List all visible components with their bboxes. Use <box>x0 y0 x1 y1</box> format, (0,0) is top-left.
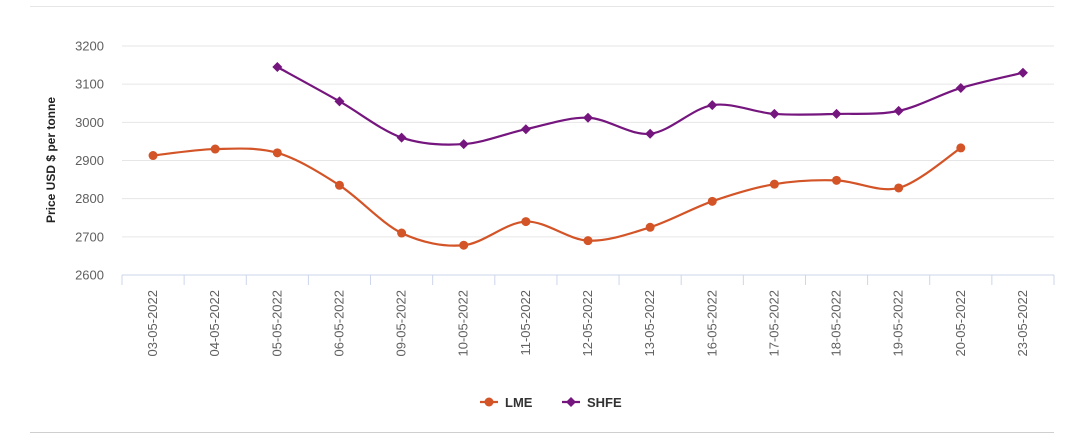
shfe-point <box>831 108 842 119</box>
x-tick-label: 12-05-2022 <box>580 290 595 357</box>
lme-point <box>894 183 904 193</box>
lme-point <box>397 228 407 238</box>
y-tick-label-2600: 2600 <box>75 268 104 283</box>
x-tick-label: 13-05-2022 <box>642 290 657 357</box>
x-tick-label: 16-05-2022 <box>704 290 719 357</box>
legend-marker-shfe <box>566 397 576 407</box>
legend-label-shfe: SHFE <box>587 395 622 410</box>
series-group <box>148 61 1028 250</box>
shfe-point <box>707 100 718 111</box>
shfe-point <box>583 112 593 123</box>
lme-point <box>334 180 344 190</box>
x-tick-label: 11-05-2022 <box>518 290 533 356</box>
lme-point <box>707 196 717 206</box>
lme-point <box>769 179 779 189</box>
shfe-point <box>893 105 904 116</box>
y-axis: 2600 2700 2800 2900 3000 3100 3200 <box>75 39 104 283</box>
x-tick-label: 17-05-2022 <box>766 290 781 357</box>
y-axis-title: Price USD $ per tonne <box>44 97 58 223</box>
lme-point <box>832 175 842 185</box>
x-tick-label: 23-05-2022 <box>1015 290 1030 357</box>
shfe-point <box>396 132 407 143</box>
shfe-point <box>458 139 469 150</box>
x-tick-label: 19-05-2022 <box>891 290 906 357</box>
bottom-border <box>30 432 1054 433</box>
top-border <box>30 6 1054 7</box>
shfe-point <box>645 128 656 139</box>
lme-point <box>521 217 531 227</box>
gridlines <box>122 45 1054 238</box>
y-tick-label-2900: 2900 <box>75 153 104 168</box>
x-tick-label: 06-05-2022 <box>331 290 346 357</box>
x-tick-label: 04-05-2022 <box>207 290 222 357</box>
shfe-point <box>520 124 531 135</box>
x-tick-label: 09-05-2022 <box>394 290 409 357</box>
lme-point <box>956 143 966 153</box>
lme-series-line <box>152 146 962 247</box>
x-tick-label: 05-05-2022 <box>269 290 284 357</box>
x-tick-label: 18-05-2022 <box>829 290 844 357</box>
shfe-point <box>272 61 283 72</box>
lme-point <box>645 222 655 232</box>
lme-point <box>210 144 220 154</box>
legend-label-lme: LME <box>505 395 533 410</box>
y-tick-label-3100: 3100 <box>75 77 104 92</box>
x-axis: 03-05-2022 04-05-2022 05-05-2022 06-05-2022… <box>121 274 1055 357</box>
legend[interactable]: LME SHFE <box>480 395 622 410</box>
lme-point <box>148 151 158 161</box>
shfe-point <box>769 108 780 119</box>
y-tick-label-2700: 2700 <box>75 229 104 244</box>
x-tick-label: 10-05-2022 <box>456 290 471 357</box>
y-tick-label-2800: 2800 <box>75 191 104 206</box>
legend-item-lme[interactable]: LME <box>480 395 533 410</box>
lme-point <box>583 236 593 246</box>
y-tick-label-3200: 3200 <box>75 39 104 54</box>
x-tick-label: 03-05-2022 <box>145 290 160 357</box>
shfe-point <box>955 82 966 93</box>
shfe-point <box>334 96 345 107</box>
y-tick-label-3000: 3000 <box>75 115 104 130</box>
x-tick-label: 20-05-2022 <box>953 290 968 357</box>
shfe-point <box>1017 67 1028 78</box>
lme-point <box>272 148 282 158</box>
lme-point <box>459 240 469 250</box>
legend-item-shfe[interactable]: SHFE <box>562 395 622 410</box>
legend-marker-lme <box>484 397 494 407</box>
